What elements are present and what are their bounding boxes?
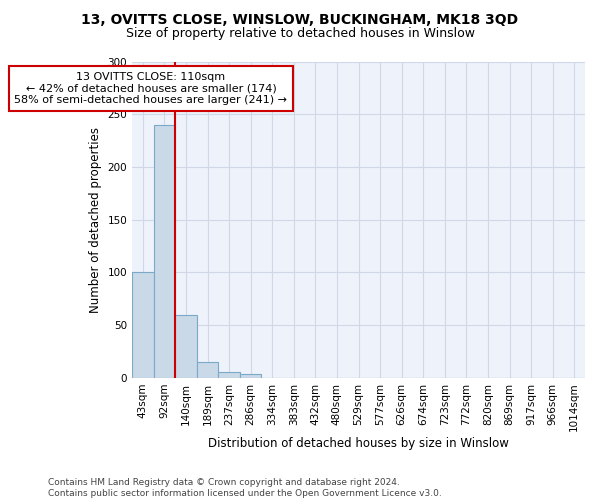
Bar — [175, 314, 197, 378]
Text: Contains HM Land Registry data © Crown copyright and database right 2024.
Contai: Contains HM Land Registry data © Crown c… — [48, 478, 442, 498]
Bar — [197, 362, 218, 378]
Text: 13 OVITTS CLOSE: 110sqm
← 42% of detached houses are smaller (174)
58% of semi-d: 13 OVITTS CLOSE: 110sqm ← 42% of detache… — [14, 72, 287, 105]
Bar — [132, 272, 154, 378]
Bar — [154, 125, 175, 378]
Bar — [240, 374, 262, 378]
Bar — [218, 372, 240, 378]
Text: Size of property relative to detached houses in Winslow: Size of property relative to detached ho… — [125, 28, 475, 40]
Text: 13, OVITTS CLOSE, WINSLOW, BUCKINGHAM, MK18 3QD: 13, OVITTS CLOSE, WINSLOW, BUCKINGHAM, M… — [82, 12, 518, 26]
Y-axis label: Number of detached properties: Number of detached properties — [89, 126, 102, 312]
X-axis label: Distribution of detached houses by size in Winslow: Distribution of detached houses by size … — [208, 437, 509, 450]
